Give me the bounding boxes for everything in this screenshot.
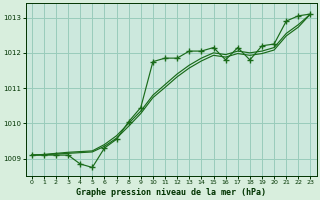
X-axis label: Graphe pression niveau de la mer (hPa): Graphe pression niveau de la mer (hPa) <box>76 188 266 197</box>
